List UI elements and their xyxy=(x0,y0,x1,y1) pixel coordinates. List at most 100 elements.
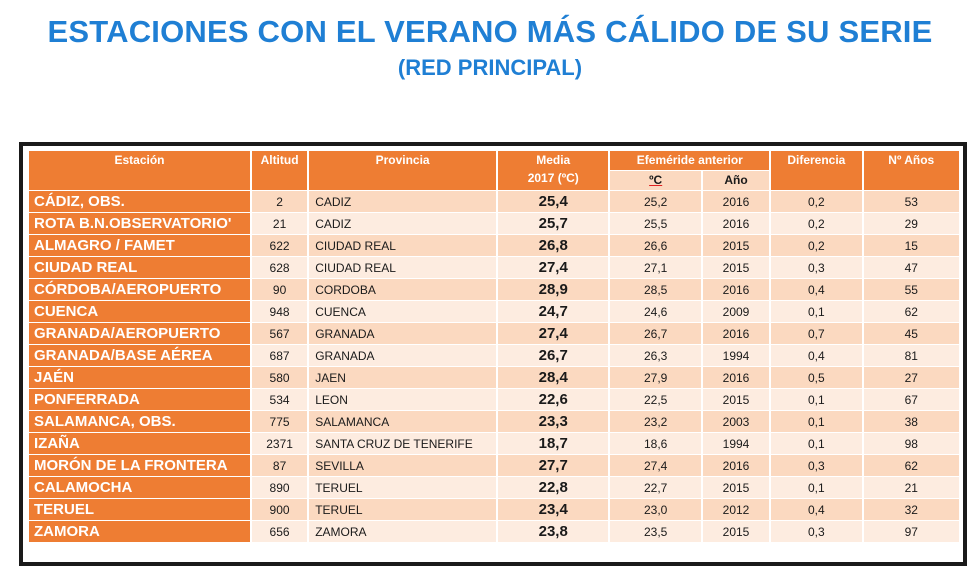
difference-cell: 0,1 xyxy=(771,301,862,322)
header-anos: Nº Años xyxy=(863,151,959,190)
previous-record-c-cell: 24,6 xyxy=(610,301,701,322)
table-row: GRANADA/BASE AÉREA 687 GRANADA 26,7 26,3 1994… xyxy=(29,345,959,366)
header-estacion: Estación xyxy=(29,151,250,190)
table-row: SALAMANCA, OBS. 775 SALAMANCA 23,3 23,2 2003 0… xyxy=(29,411,959,432)
table-row: PONFERRADA 534 LEON 22,6 22,5 2015 0,1 67 xyxy=(29,389,959,410)
mean-2017-cell: 22,8 xyxy=(498,477,609,498)
station-name: CÓRDOBA/AEROPUERTO xyxy=(29,279,250,300)
header-diferencia: Diferencia xyxy=(771,151,862,190)
table-row: CUENCA 948 CUENCA 24,7 24,6 2009 0,1 62 xyxy=(29,301,959,322)
altitude-cell: 580 xyxy=(251,367,308,388)
previous-record-year-cell: 1994 xyxy=(702,345,770,366)
difference-cell: 0,2 xyxy=(771,191,862,212)
difference-cell: 0,1 xyxy=(771,433,862,454)
province-cell: SEVILLA xyxy=(309,455,496,476)
difference-cell: 0,3 xyxy=(771,257,862,278)
years-cell: 67 xyxy=(863,389,959,410)
mean-2017-cell: 22,6 xyxy=(498,389,609,410)
previous-record-c-cell: 22,5 xyxy=(610,389,701,410)
previous-record-year-cell: 2016 xyxy=(702,279,770,300)
header-efemeride-c-label: ºC xyxy=(649,173,663,187)
station-name: IZAÑA xyxy=(29,433,250,454)
altitude-cell: 21 xyxy=(251,213,308,234)
previous-record-year-cell: 2015 xyxy=(702,257,770,278)
table-row: TERUEL 900 TERUEL 23,4 23,0 2012 0,4 32 xyxy=(29,499,959,520)
years-cell: 45 xyxy=(863,323,959,344)
difference-cell: 0,7 xyxy=(771,323,862,344)
table-row: IZAÑA 2371 SANTA CRUZ DE TENERIFE 18,7 18,6 1… xyxy=(29,433,959,454)
previous-record-year-cell: 2015 xyxy=(702,235,770,256)
years-cell: 27 xyxy=(863,367,959,388)
years-cell: 62 xyxy=(863,301,959,322)
years-cell: 32 xyxy=(863,499,959,520)
table-body: CÁDIZ, OBS. 2 CADIZ 25,4 25,2 2016 0,2 53 ROTA B… xyxy=(29,191,959,542)
station-name: ROTA B.N.OBSERVATORIO' xyxy=(29,213,250,234)
header-altitud: Altitud xyxy=(251,151,308,190)
difference-cell: 0,4 xyxy=(771,345,862,366)
mean-2017-cell: 23,4 xyxy=(498,499,609,520)
station-name: MORÓN DE LA FRONTERA xyxy=(29,455,250,476)
previous-record-year-cell: 2015 xyxy=(702,521,770,542)
years-cell: 15 xyxy=(863,235,959,256)
table-row: CÁDIZ, OBS. 2 CADIZ 25,4 25,2 2016 0,2 53 xyxy=(29,191,959,212)
stations-table: Estación Altitud Provincia Media 2017 (º… xyxy=(27,150,961,543)
province-cell: TERUEL xyxy=(309,477,496,498)
table-row: CALAMOCHA 890 TERUEL 22,8 22,7 2015 0,1 21 xyxy=(29,477,959,498)
mean-2017-cell: 23,8 xyxy=(498,521,609,542)
altitude-cell: 687 xyxy=(251,345,308,366)
years-cell: 98 xyxy=(863,433,959,454)
table-row: CÓRDOBA/AEROPUERTO 90 CORDOBA 28,9 28,5 2016 0… xyxy=(29,279,959,300)
altitude-cell: 87 xyxy=(251,455,308,476)
station-name: PONFERRADA xyxy=(29,389,250,410)
station-name: CALAMOCHA xyxy=(29,477,250,498)
altitude-cell: 656 xyxy=(251,521,308,542)
years-cell: 29 xyxy=(863,213,959,234)
difference-cell: 0,1 xyxy=(771,389,862,410)
province-cell: GRANADA xyxy=(309,345,496,366)
station-name: ZAMORA xyxy=(29,521,250,542)
difference-cell: 0,1 xyxy=(771,411,862,432)
station-name: JAÉN xyxy=(29,367,250,388)
page-subtitle: (RED PRINCIPAL) xyxy=(397,55,583,80)
years-cell: 38 xyxy=(863,411,959,432)
previous-record-year-cell: 2015 xyxy=(702,477,770,498)
table-frame: Estación Altitud Provincia Media 2017 (º… xyxy=(19,142,967,566)
years-cell: 97 xyxy=(863,521,959,542)
mean-2017-cell: 25,4 xyxy=(498,191,609,212)
province-cell: CUENCA xyxy=(309,301,496,322)
header-efemeride-ano: Año xyxy=(702,171,770,190)
previous-record-year-cell: 2009 xyxy=(702,301,770,322)
previous-record-c-cell: 18,6 xyxy=(610,433,701,454)
previous-record-c-cell: 27,9 xyxy=(610,367,701,388)
province-cell: SALAMANCA xyxy=(309,411,496,432)
header-efemeride: Efeméride anterior xyxy=(610,151,770,170)
table-row: GRANADA/AEROPUERTO 567 GRANADA 27,4 26,7 2016… xyxy=(29,323,959,344)
previous-record-c-cell: 28,5 xyxy=(610,279,701,300)
difference-cell: 0,1 xyxy=(771,477,862,498)
province-cell: CIUDAD REAL xyxy=(309,257,496,278)
years-cell: 81 xyxy=(863,345,959,366)
header-efemeride-c: ºC xyxy=(610,171,701,190)
previous-record-year-cell: 2016 xyxy=(702,455,770,476)
altitude-cell: 2 xyxy=(251,191,308,212)
header-provincia: Provincia xyxy=(309,151,496,190)
header-media-line2: 2017 (ºC) xyxy=(527,171,579,185)
previous-record-c-cell: 27,1 xyxy=(610,257,701,278)
mean-2017-cell: 18,7 xyxy=(498,433,609,454)
mean-2017-cell: 26,7 xyxy=(498,345,609,366)
previous-record-c-cell: 23,2 xyxy=(610,411,701,432)
altitude-cell: 890 xyxy=(251,477,308,498)
previous-record-year-cell: 2015 xyxy=(702,389,770,410)
previous-record-year-cell: 1994 xyxy=(702,433,770,454)
previous-record-c-cell: 26,6 xyxy=(610,235,701,256)
province-cell: CORDOBA xyxy=(309,279,496,300)
province-cell: JAEN xyxy=(309,367,496,388)
years-cell: 47 xyxy=(863,257,959,278)
previous-record-year-cell: 2016 xyxy=(702,191,770,212)
previous-record-year-cell: 2003 xyxy=(702,411,770,432)
province-cell: TERUEL xyxy=(309,499,496,520)
header-media-line1: Media xyxy=(536,153,571,167)
table-row: ZAMORA 656 ZAMORA 23,8 23,5 2015 0,3 97 xyxy=(29,521,959,542)
difference-cell: 0,2 xyxy=(771,213,862,234)
province-cell: CADIZ xyxy=(309,213,496,234)
